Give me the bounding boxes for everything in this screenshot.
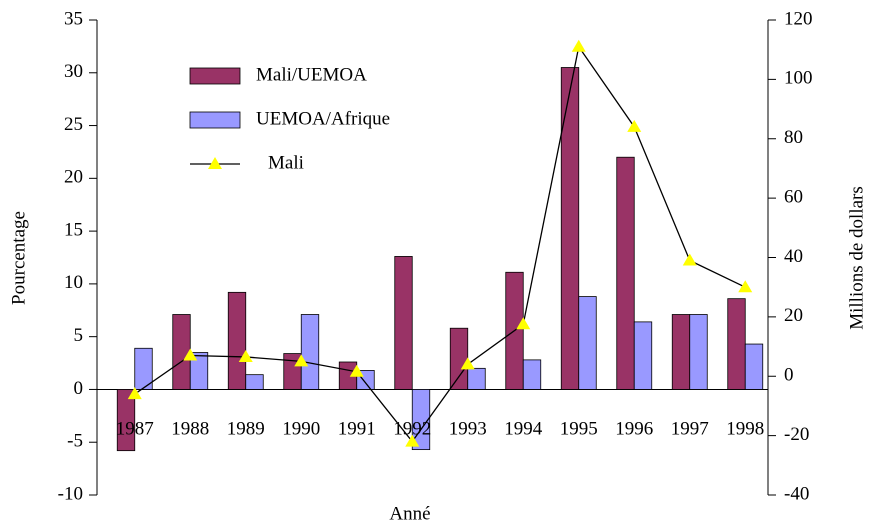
y-tick-label: 15 (64, 219, 83, 240)
marker (460, 357, 475, 370)
bar (467, 367, 486, 390)
marker (238, 349, 253, 362)
x-tick-label: 1988 (171, 418, 209, 439)
x-tick-label: 1987 (116, 418, 154, 439)
bar (227, 291, 247, 390)
bar (727, 298, 746, 390)
bar (134, 347, 153, 390)
bar (671, 314, 691, 390)
x-tick-label: 1997 (671, 418, 709, 439)
bar (394, 256, 413, 390)
marker (405, 434, 420, 447)
x-tick-label: 1990 (282, 418, 320, 439)
bar (578, 296, 597, 390)
y2-axis-title: Millions de dollars (846, 186, 867, 330)
bar (522, 359, 542, 390)
x-tick-label: 1996 (615, 418, 653, 439)
marker (183, 348, 198, 361)
x-tick-label: 1992 (393, 418, 431, 439)
legend-label: Mali/UEMOA (256, 64, 367, 85)
y-tick-label: 20 (64, 167, 83, 188)
bar (245, 374, 264, 390)
y2-tick-label: 20 (784, 305, 803, 326)
y2-tick-label: -40 (784, 483, 809, 504)
y-tick-label: 10 (64, 272, 83, 293)
marker (127, 387, 142, 400)
bar (560, 67, 580, 390)
bar (616, 156, 635, 390)
y2-tick-label: 40 (784, 246, 803, 267)
legend-swatch (189, 111, 241, 129)
bar (689, 314, 708, 390)
legend-marker (208, 157, 222, 169)
y2-tick-label: 60 (784, 186, 803, 207)
marker (349, 364, 364, 377)
y2-tick-label: 0 (784, 365, 794, 386)
y2-tick-label: 80 (784, 127, 803, 148)
x-tick-label: 1994 (504, 418, 543, 439)
legend-swatch (189, 67, 241, 85)
bar (172, 314, 191, 390)
y-axis-title: Pourcentage (8, 211, 29, 305)
y-tick-label: 25 (64, 114, 83, 135)
marker (571, 39, 586, 52)
legend-label: UEMOA/Afrique (256, 108, 390, 129)
x-tick-label: 1998 (726, 418, 764, 439)
bar (633, 321, 653, 390)
y2-tick-label: 120 (784, 8, 813, 29)
x-tick-label: 1995 (560, 418, 598, 439)
bar (189, 352, 209, 390)
marker (516, 317, 531, 330)
y-tick-label: 30 (64, 61, 83, 82)
y-tick-label: 35 (64, 8, 83, 29)
y-tick-label: 5 (74, 325, 84, 346)
marker (682, 253, 697, 266)
x-tick-label: 1993 (449, 418, 487, 439)
x-tick-label: 1989 (227, 418, 265, 439)
y-tick-label: -5 (67, 431, 83, 452)
x-tick-label: 1991 (338, 418, 376, 439)
bar (300, 314, 320, 390)
y-tick-label: -10 (58, 483, 83, 504)
marker (738, 280, 753, 293)
line (134, 45, 746, 443)
bar (116, 389, 136, 452)
marker (294, 354, 309, 367)
y-tick-label: 0 (74, 378, 84, 399)
marker (627, 119, 642, 132)
x-axis-title: Anné (389, 503, 430, 524)
bar (744, 343, 764, 390)
y2-tick-label: 100 (784, 68, 813, 89)
y2-tick-label: -20 (784, 424, 809, 445)
bar (449, 327, 469, 390)
legend-label: Mali (268, 152, 304, 173)
